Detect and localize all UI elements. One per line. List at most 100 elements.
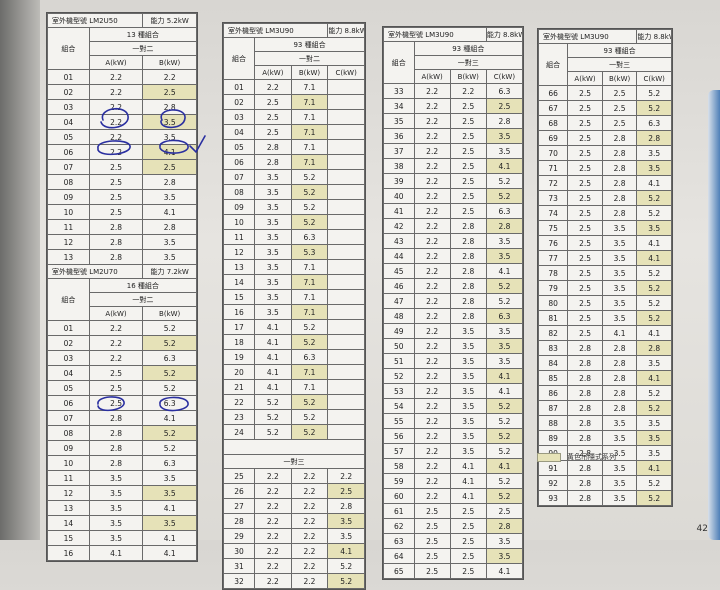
cell-b: 2.5 (449, 518, 487, 534)
model-label: 室外機型號 LM3U90 (222, 23, 329, 38)
cell-a: 2.5 (567, 190, 603, 206)
table-row: 79 2.5 3.5 5.2 (537, 280, 672, 296)
cell-a: 2.8 (254, 154, 292, 170)
cell-b: 2.5 (449, 173, 487, 189)
cell-a: 2.2 (413, 308, 451, 324)
cell-c: 5.2 (636, 190, 672, 206)
cell-b: 2.5 (449, 503, 487, 519)
cell-b: 7.1 (290, 379, 329, 395)
cell-a: 3.5 (254, 244, 292, 260)
cell-c: 5.2 (485, 428, 524, 444)
table-row: 15 3.5 7.1 (222, 289, 365, 305)
combo-number: 47 (383, 293, 415, 309)
table-row: 902.83.53.5 (537, 445, 672, 461)
table-row: 83 2.8 2.8 2.8 (537, 340, 672, 356)
table-row: 77 2.5 3.5 4.1 (537, 250, 672, 266)
table-row: 13 3.5 7.1 (222, 259, 365, 275)
cell-c: 2.5 (485, 98, 524, 114)
combo-number: 21 (222, 379, 256, 395)
table-row: 11 3.5 6.3 (222, 229, 365, 245)
table-row: 42 2.2 2.8 2.8 (383, 218, 524, 234)
cell-b: 5.2 (142, 320, 197, 336)
combo-number: 07 (222, 169, 256, 185)
combo-number: 71 (537, 160, 569, 176)
combo-header: 組合 (537, 43, 569, 86)
combo-number: 79 (537, 280, 569, 296)
combo-number: 49 (383, 323, 415, 339)
cell-a: 2.2 (413, 488, 451, 504)
cell-c: 3.5 (636, 415, 672, 431)
cell-c (327, 109, 365, 125)
cell-a: 2.8 (88, 219, 144, 235)
combo-number: 16 (222, 304, 256, 320)
table-row: 46 2.2 2.8 5.2 (383, 278, 524, 294)
legend-swatch (537, 452, 561, 462)
table-row: 08 2.8 5.2 (47, 425, 197, 441)
table-row: 44 2.2 2.8 3.5 (383, 248, 524, 264)
cell-c (327, 154, 365, 170)
cell-c: 3.5 (485, 143, 524, 159)
cell-c: 5.2 (485, 443, 524, 459)
col-b-header: B(kW) (290, 65, 329, 80)
cell-a: 2.8 (567, 430, 603, 446)
cell-c: 5.2 (636, 205, 672, 221)
cell-c: 5.2 (485, 473, 524, 489)
combo-number: 87 (537, 400, 569, 416)
cell-b: 2.5 (601, 100, 638, 116)
cell-b: 2.5 (601, 115, 638, 131)
combo-number: 38 (383, 158, 415, 174)
cell-c: 3.5 (485, 338, 524, 354)
cell-a: 2.8 (567, 340, 603, 356)
combo-number: 08 (47, 174, 90, 190)
cell-c (327, 139, 365, 155)
combo-number: 78 (537, 265, 569, 281)
cell-b: 7.1 (290, 79, 329, 95)
combo-number: 43 (383, 233, 415, 249)
cell-c: 5.2 (636, 475, 672, 491)
combo-number: 58 (383, 458, 415, 474)
cell-c (327, 94, 365, 110)
table-row: 15 3.5 4.1 (47, 530, 197, 546)
table-row: 11 3.5 3.5 (47, 470, 197, 486)
table-row: 16 4.1 4.1 (47, 545, 197, 561)
cell-a: 2.8 (567, 355, 603, 371)
cell-b: 2.8 (601, 145, 638, 161)
combo-number: 11 (222, 229, 256, 245)
combo-number: 61 (383, 503, 415, 519)
page-number: 42 (696, 524, 708, 534)
cell-b: 3.5 (601, 280, 638, 296)
cell-c: 3.5 (485, 233, 524, 249)
cell-b: 5.2 (290, 424, 329, 440)
cell-a: 4.1 (254, 319, 292, 335)
cell-c (327, 169, 365, 185)
cell-a: 2.2 (254, 528, 292, 544)
cell-a: 2.2 (413, 188, 451, 204)
cell-c (327, 304, 365, 320)
combo-number: 70 (537, 145, 569, 161)
cell-a: 2.2 (254, 573, 292, 589)
cell-a: 2.5 (413, 563, 451, 579)
table-row: 52 2.2 3.5 4.1 (383, 368, 524, 384)
combo-number: 44 (383, 248, 415, 264)
cell-c: 3.5 (636, 430, 672, 446)
table-row: 18 4.1 5.2 (222, 334, 365, 350)
col-a-header: A(kW) (254, 65, 292, 80)
combo-number: 03 (47, 99, 90, 115)
cell-a: 3.5 (254, 214, 292, 230)
legend-text: 黃色吊隱式系列 (567, 453, 616, 461)
cell-c: 4.1 (485, 458, 524, 474)
cell-b: 5.2 (290, 394, 329, 410)
cell-c (327, 259, 365, 275)
cell-b: 2.5 (142, 159, 197, 175)
combo-number: 65 (383, 563, 415, 579)
cell-a: 2.5 (254, 109, 292, 125)
cell-a: 2.2 (88, 129, 144, 145)
cell-c: 5.2 (485, 278, 524, 294)
combo-number: 72 (537, 175, 569, 191)
sub-header: 一對三 (413, 55, 524, 70)
cell-b: 5.2 (290, 334, 329, 350)
table-row: 01 2.2 2.2 (47, 69, 197, 85)
cell-c: 6.3 (485, 83, 524, 99)
col-c-header: C(kW) (485, 69, 524, 84)
table-row: 38 2.2 2.5 4.1 (383, 158, 524, 174)
